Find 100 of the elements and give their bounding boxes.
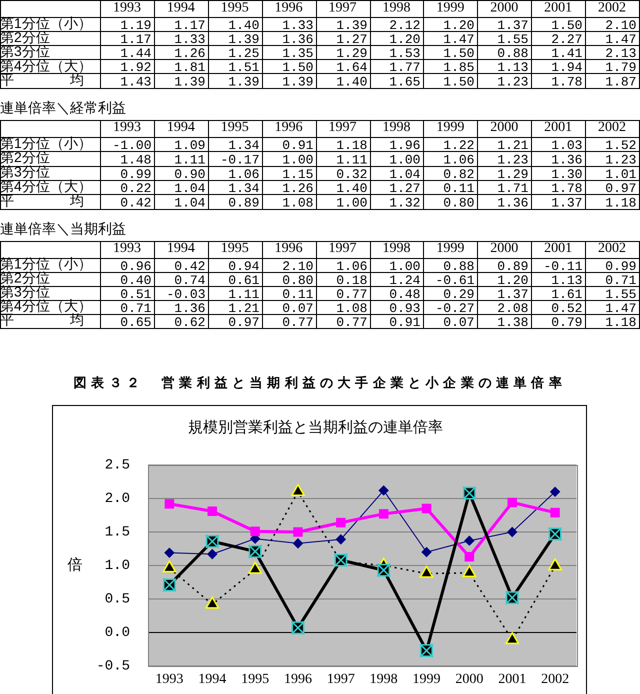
data-label: 1.20 (389, 32, 420, 47)
point (420, 566, 434, 578)
data-label: 1.55 (497, 32, 528, 47)
data-label: -0.27 (435, 300, 474, 316)
point (505, 632, 520, 644)
data-label: 1.20 (443, 18, 474, 33)
x-tick-label: 2000 (455, 672, 484, 688)
point (292, 538, 303, 548)
data-label: 1.06 (336, 258, 368, 274)
data-label: 1.36 (497, 195, 528, 210)
data-label: 1.77 (389, 60, 420, 75)
data-label: 1.39 (282, 74, 314, 90)
data-label: 1.34 (228, 138, 260, 153)
chart-title: 規模別営業利益と当期利益の連単倍率 (188, 419, 443, 436)
x-tick-label: 1998 (382, 0, 410, 16)
data-label: 1.37 (497, 286, 528, 302)
data-label: 1.43 (120, 74, 152, 90)
data-label: 0.74 (174, 272, 206, 288)
data-label: 1.92 (120, 60, 152, 75)
data-label: 0.77 (336, 314, 368, 330)
data-label: 1.39 (336, 18, 368, 33)
x-tick-label: 1997 (328, 241, 357, 256)
data-label: 1.27 (389, 180, 420, 196)
x-tick-label: 2001 (544, 0, 572, 16)
data-label: 1.00 (389, 258, 420, 274)
data-label: 0.42 (120, 195, 152, 210)
x-tick-label: 1996 (274, 241, 303, 256)
data-label: 1.22 (443, 138, 474, 153)
data-label: 1.61 (551, 286, 583, 302)
point (464, 536, 474, 546)
point (207, 549, 218, 560)
y-tick-label: 0.5 (104, 592, 130, 608)
point (550, 486, 560, 497)
data-label: 1.29 (497, 166, 528, 182)
data-label: 0.80 (443, 195, 474, 210)
data-label: 1.36 (551, 152, 582, 168)
data-label: 0.82 (443, 166, 474, 182)
data-label: 1.33 (174, 32, 206, 47)
data-label: 0.77 (336, 286, 368, 302)
data-label: 0.18 (336, 272, 368, 288)
data-label: 1.11 (228, 286, 260, 302)
data-label: 1.52 (605, 138, 636, 153)
y-tick-label: 第4分位（大） (0, 57, 92, 74)
data-label: 1.24 (389, 272, 421, 288)
data-label: 1.17 (120, 32, 152, 47)
data-label: 1.17 (174, 18, 206, 33)
data-label: 0.07 (282, 300, 314, 316)
data-label: 1.21 (497, 138, 529, 153)
x-tick-label: 1998 (370, 672, 398, 688)
data-label: 1.04 (174, 195, 206, 210)
data-label: 1.35 (282, 46, 314, 61)
data-label: 1.18 (605, 314, 636, 330)
data-label: 1.00 (389, 152, 420, 168)
data-label: 2.10 (605, 18, 636, 33)
data-label: 1.23 (497, 152, 528, 168)
point (548, 558, 562, 570)
data-label: 0.88 (497, 46, 528, 61)
data-label: 0.62 (174, 314, 206, 330)
data-label: 1.50 (551, 18, 582, 33)
data-label: 0.40 (120, 272, 152, 288)
data-label: 2.27 (551, 32, 582, 47)
data-label: 0.11 (443, 180, 475, 196)
x-tick-label: 1998 (382, 241, 410, 256)
point (250, 526, 260, 536)
x-tick-label: 1994 (166, 241, 195, 256)
data-label: 1.13 (497, 60, 528, 75)
data-label: 1.50 (443, 74, 474, 90)
x-tick-label: 2002 (541, 672, 570, 688)
data-label: 2.10 (282, 258, 314, 274)
point (464, 552, 474, 562)
data-label: 0.89 (228, 195, 260, 210)
data-label: 1.40 (336, 74, 368, 90)
point (507, 527, 518, 537)
data-label: 1.37 (497, 18, 528, 33)
data-label: 1.47 (443, 32, 474, 47)
point (507, 498, 517, 508)
data-label: 0.99 (605, 258, 636, 274)
point (462, 565, 476, 578)
x-tick-label: 1995 (220, 120, 249, 136)
data-label: 1.15 (282, 166, 314, 182)
data-label: 0.61 (228, 272, 260, 288)
data-label: 0.65 (120, 314, 152, 330)
data-label: 1.96 (389, 138, 420, 153)
x-tick-label: 2001 (544, 120, 572, 136)
data-label: 0.88 (443, 258, 474, 274)
data-label: 0.51 (120, 286, 152, 302)
y-tick-label: 1.0 (104, 558, 130, 574)
data-label: 1.36 (282, 32, 314, 47)
data-label: 0.91 (282, 138, 314, 153)
y-tick-label: 0.0 (104, 625, 130, 642)
x-tick-label: 2000 (490, 0, 518, 16)
data-label: 1.71 (497, 180, 529, 196)
data-label: -0.17 (220, 152, 260, 168)
data-label: 0.97 (605, 180, 636, 196)
data-label: 0.96 (120, 258, 152, 274)
x-tick-label: 1995 (220, 0, 249, 16)
x-tick-label: 1997 (328, 0, 357, 16)
data-label: 1.27 (336, 32, 368, 47)
y-tick-label: 平 均 (0, 192, 84, 208)
data-label: 1.53 (389, 46, 420, 61)
